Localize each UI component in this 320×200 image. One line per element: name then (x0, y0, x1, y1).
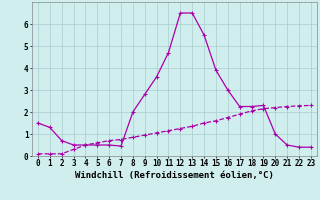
X-axis label: Windchill (Refroidissement éolien,°C): Windchill (Refroidissement éolien,°C) (75, 171, 274, 180)
